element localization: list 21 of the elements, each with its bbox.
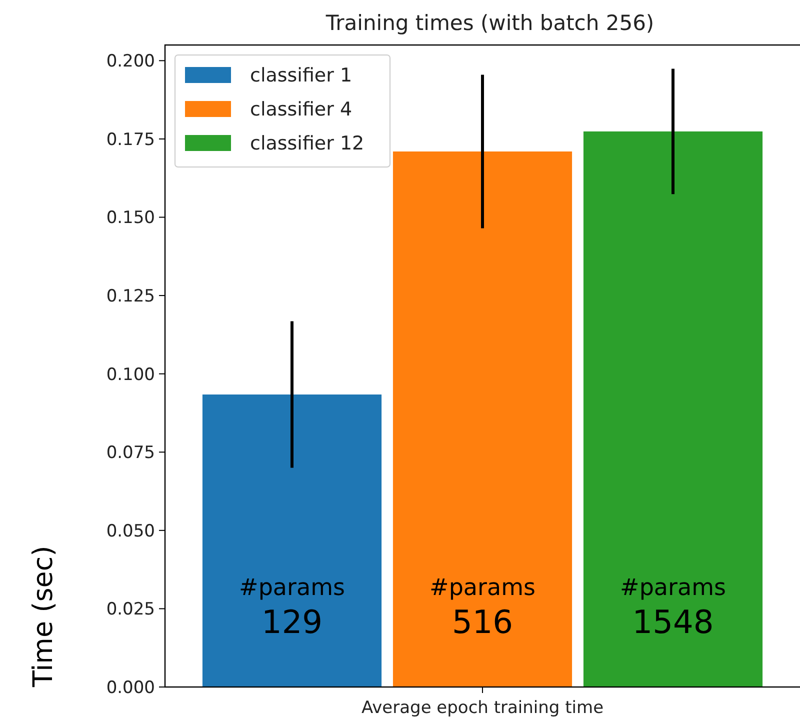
y-axis-title: Time (sec) [28, 546, 59, 688]
annotation: #params 1548 [620, 575, 726, 641]
bar [392, 151, 572, 687]
legend-label: classifier 1 [250, 64, 352, 87]
y-tick-label: 0.100 [106, 364, 155, 385]
y-tick-label: 0.075 [106, 443, 155, 464]
y-tick-label: 0.050 [106, 521, 155, 542]
chart-title: Training times (with batch 256) [324, 11, 654, 35]
bar [583, 131, 763, 687]
y-tick-label: 0.125 [106, 286, 155, 306]
y-tick-label: 0.025 [106, 600, 155, 620]
annotation: #params 516 [430, 575, 536, 641]
x-axis-title: Average epoch training time [361, 698, 604, 718]
legend-label: classifier 4 [250, 98, 352, 121]
y-tick-label: 0.000 [106, 678, 155, 698]
annotation: #params 129 [239, 575, 345, 641]
y-tick-label: 0.150 [106, 208, 155, 228]
y-tick-label: 0.200 [106, 52, 155, 72]
legend-label: classifier 12 [250, 132, 364, 155]
bar [202, 394, 382, 687]
y-tick-label: 0.175 [106, 130, 155, 150]
